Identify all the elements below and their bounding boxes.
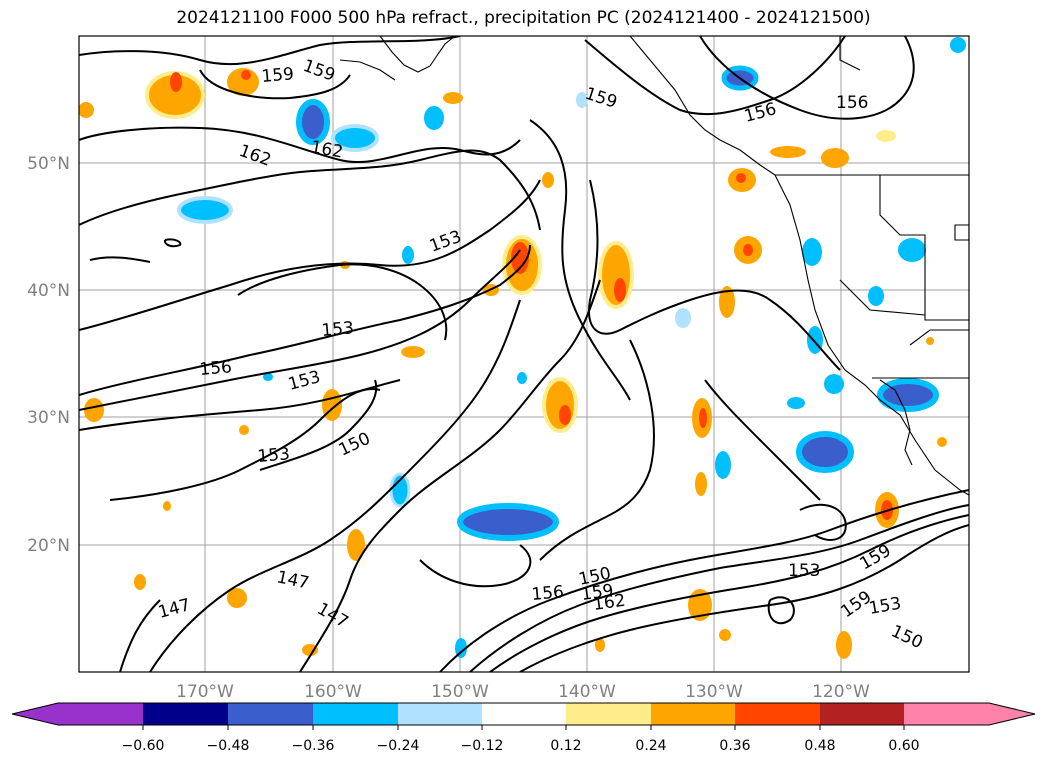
contour-label: 159 — [580, 581, 615, 605]
colorbar-segment — [904, 703, 989, 725]
colorbar-tick-label: −0.36 — [292, 738, 335, 754]
colorbar-extend-low — [12, 703, 58, 725]
contour-label: 156 — [531, 582, 565, 605]
contour-label: 156 — [199, 357, 233, 380]
lon-label: 170°W — [176, 682, 234, 702]
lat-label: 20°N — [27, 536, 70, 556]
colorbar: −0.60 −0.48 −0.36 −0.24 −0.12 0.12 0.24 … — [11, 702, 1036, 754]
colorbar-segment — [398, 703, 482, 725]
colorbar-tick-label: −0.12 — [461, 738, 504, 754]
colorbar-tick-label: −0.24 — [377, 738, 420, 754]
longitude-labels: 170°W 160°W 150°W 140°W 130°W 120°W — [176, 682, 870, 702]
colorbar-segment — [228, 703, 313, 725]
lon-label: 150°W — [431, 682, 489, 702]
colorbar-segment — [735, 703, 820, 725]
lat-label: 50°N — [27, 154, 70, 174]
coastlines — [339, 36, 969, 496]
colorbar-segment — [313, 703, 398, 725]
contour-label: 153 — [257, 444, 291, 467]
lon-label: 120°W — [812, 682, 870, 702]
map-area — [79, 36, 969, 672]
colorbar-tick-label: −0.48 — [207, 738, 250, 754]
contour-label: 159 — [261, 64, 295, 87]
colorbar-segment — [651, 703, 735, 725]
map-title: 2024121100 F000 500 hPa refract., precip… — [176, 8, 871, 28]
colorbar-tick-label: 0.60 — [888, 738, 919, 754]
colorbar-tick-label: 0.36 — [719, 738, 750, 754]
colorbar-tick-label: 0.12 — [550, 738, 581, 754]
colorbar-tick-label: 0.24 — [635, 738, 666, 754]
contour-label: 156 — [836, 93, 868, 113]
colorbar-segment — [482, 703, 566, 725]
lat-label: 30°N — [27, 408, 70, 428]
colorbar-segment — [820, 703, 904, 725]
lon-label: 130°W — [685, 682, 743, 702]
lat-label: 40°N — [27, 281, 70, 301]
lon-label: 160°W — [304, 682, 362, 702]
colorbar-extend-high — [989, 703, 1035, 725]
colorbar-tick-label: 0.48 — [804, 738, 835, 754]
map-frame — [78, 35, 970, 673]
contour-label: 162 — [592, 591, 627, 615]
colorbar-segment — [566, 703, 651, 725]
colorbar-segment — [143, 703, 228, 725]
lon-label: 140°W — [558, 682, 616, 702]
latitude-labels: 50°N 40°N 30°N 20°N — [27, 154, 70, 556]
colorbar-segment — [58, 703, 143, 725]
colorbar-tick-label: −0.60 — [122, 738, 165, 754]
contour-label: 153 — [321, 318, 355, 341]
contour-label: 153 — [788, 561, 820, 581]
refractivity-contours — [79, 36, 969, 672]
